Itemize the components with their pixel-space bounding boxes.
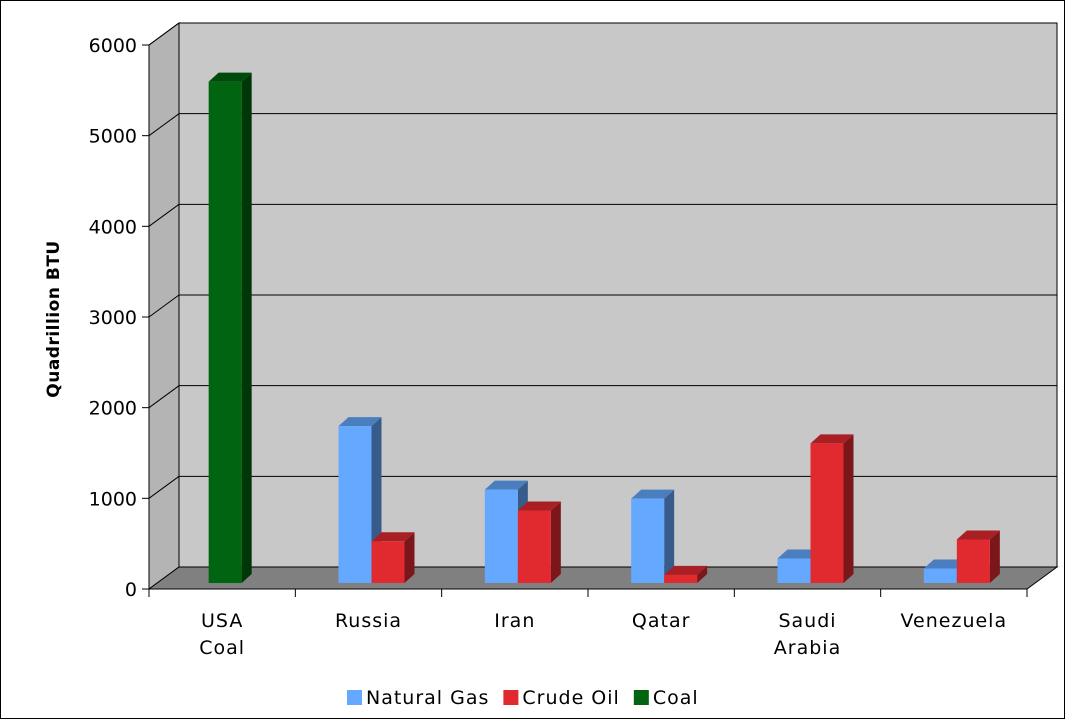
legend-label: Crude Oil: [522, 687, 619, 709]
x-tick-label: USA: [201, 610, 243, 632]
legend-swatch: [633, 690, 649, 705]
y-tick-label: 4000: [89, 216, 137, 238]
gridline-side: [148, 113, 180, 137]
bar-top: [371, 532, 415, 542]
bar-side: [550, 501, 561, 583]
bar-crude-oil: [517, 501, 561, 583]
x-tick-label: Saudi: [778, 610, 836, 632]
bar-natural-gas: [631, 489, 675, 583]
x-tick-labels: USA Coal Russia Iran Qatar Saudi Arabia Venezue…: [199, 610, 1008, 659]
bar-front: [338, 426, 372, 583]
bar-front: [484, 489, 518, 583]
bar-front: [517, 510, 551, 583]
y-tick-label: 6000: [89, 35, 137, 57]
bar-top: [956, 530, 1000, 540]
bar-front: [371, 541, 405, 583]
x-tick-label: Qatar: [632, 610, 691, 632]
bars: [208, 72, 1000, 583]
bar-side: [404, 532, 415, 583]
bar-top: [923, 559, 967, 569]
bar-side: [241, 72, 252, 583]
legend-label: Coal: [653, 687, 699, 709]
bar-crude-oil: [664, 565, 708, 583]
bar-top: [664, 565, 708, 575]
bar-top: [484, 480, 528, 490]
bar-front: [631, 498, 665, 583]
bar-front: [664, 574, 698, 583]
bar-top: [631, 489, 675, 499]
bar-side: [843, 434, 854, 583]
bar-front: [777, 558, 811, 583]
gridline-side: [148, 294, 180, 318]
y-tick-label: 2000: [89, 398, 137, 420]
legend-item: Crude Oil: [503, 687, 619, 709]
bar-top: [338, 417, 382, 427]
x-tick-label: Russia: [335, 610, 402, 632]
bar-top: [517, 501, 561, 511]
x-tick-label: Arabia: [774, 637, 841, 659]
y-tick-label: 0: [125, 579, 137, 601]
bar-side: [697, 565, 708, 583]
bar-front: [923, 568, 957, 583]
bar-top: [810, 434, 854, 444]
legend: Natural Gas Crude Oil Coal: [347, 687, 699, 709]
legend-swatch: [347, 690, 362, 705]
gridline-side: [148, 22, 180, 46]
bar-side: [989, 530, 1000, 583]
bar-top: [208, 72, 252, 82]
y-tick-label: 1000: [89, 488, 137, 510]
y-axis-label: Quadrillion BTU: [44, 240, 64, 397]
axes: [142, 44, 1028, 597]
legend-item: Coal: [633, 687, 699, 709]
bar-crude-oil: [810, 434, 854, 583]
gridlines: [148, 22, 1057, 499]
bar-crude-oil: [956, 530, 1000, 583]
y-tick-labels: 0 1000 2000 3000 4000 5000 6000: [89, 35, 137, 601]
y-tick-label: 5000: [89, 126, 137, 148]
x-tick-label: Coal: [199, 637, 245, 659]
bar-front: [810, 443, 844, 583]
floor: [147, 566, 1059, 590]
bar-front: [208, 81, 242, 583]
x-tick-label: Venezuela: [901, 610, 1008, 632]
gridline-side: [148, 203, 180, 227]
bar-top: [777, 549, 821, 559]
legend-swatch: [503, 690, 519, 705]
bar-coal: [208, 72, 252, 583]
gridline-side: [148, 385, 180, 409]
gridline-side: [148, 475, 180, 499]
bar-side: [664, 489, 675, 583]
bar-front: [956, 539, 990, 583]
x-tick-label: Iran: [494, 610, 535, 632]
legend-label: Natural Gas: [366, 687, 489, 709]
y-tick-label: 3000: [89, 307, 137, 329]
bar-crude-oil: [371, 532, 415, 583]
chart-wall: [147, 22, 1059, 590]
legend-item: Natural Gas: [347, 687, 489, 709]
